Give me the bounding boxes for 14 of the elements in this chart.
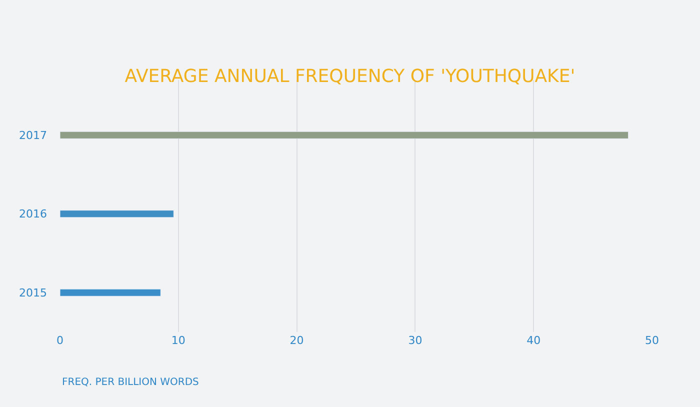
x-tick-label: 20 [290, 334, 304, 347]
bar [60, 288, 161, 296]
chart-title: AVERAGE ANNUAL FREQUENCY OF 'YOUTHQUAKE' [124, 66, 576, 87]
x-tick-label: 30 [408, 334, 422, 347]
y-tick-label: 2015 [19, 286, 47, 300]
y-tick-label: 2016 [19, 208, 47, 221]
bar [60, 131, 629, 139]
x-tick-label: 10 [171, 334, 186, 347]
x-tick-label: 40 [526, 334, 541, 347]
x-tick-label: 0 [56, 334, 64, 347]
x-axis-title: FREQ. PER BILLION WORDS [62, 377, 199, 388]
x-tick-label: 50 [645, 334, 659, 347]
y-tick-label: 2017 [19, 128, 47, 142]
bar [60, 210, 174, 218]
